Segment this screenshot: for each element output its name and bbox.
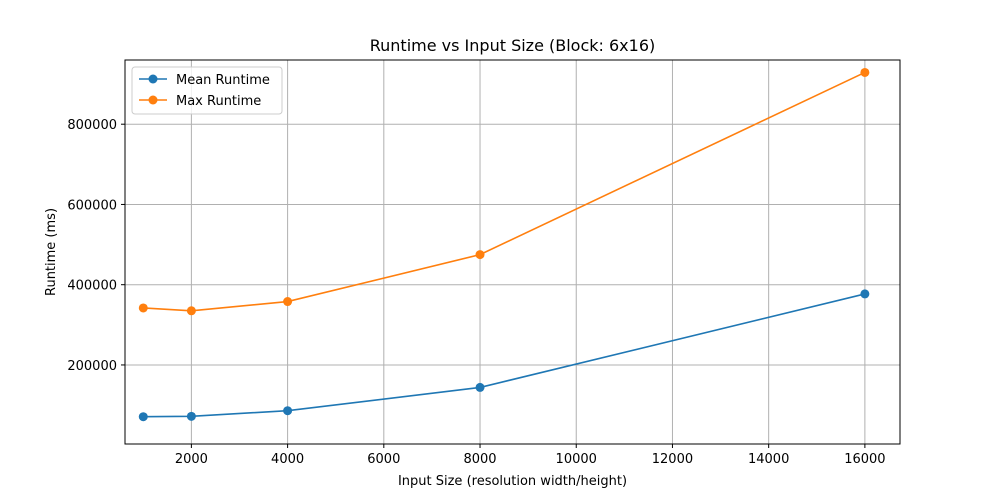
mean-runtime-series (138, 289, 870, 422)
legend-label-mean-runtime: Mean Runtime (176, 73, 270, 88)
x-tick-label: 12000 (652, 452, 693, 467)
plot-frame (124, 59, 901, 445)
chart-title: Runtime vs Input Size (Block: 6x16) (370, 36, 656, 55)
legend-marker-mean-runtime (148, 74, 158, 84)
mean-runtime-point (138, 412, 148, 422)
max-runtime-point (860, 67, 870, 77)
max-runtime-series (138, 67, 870, 316)
legend-items: Mean Runtime Max Runtime (139, 73, 270, 109)
x-tick-label: 14000 (748, 452, 789, 467)
x-tick-label: 6000 (367, 452, 400, 467)
grid-lines (125, 60, 900, 444)
x-tick-label: 8000 (463, 452, 496, 467)
mean-runtime-point (475, 382, 485, 392)
legend-box (131, 66, 283, 115)
max-runtime-point (283, 297, 293, 307)
y-tick-label: 800000 (67, 118, 117, 133)
x-tick-label: 4000 (271, 452, 304, 467)
x-axis-label: Input Size (resolution width/height) (398, 474, 627, 489)
mean-runtime-point (186, 411, 196, 421)
tick-layer: 2000 4000 6000 8000 10000 12000 14000 16000 2000… (67, 118, 885, 467)
x-tick-label: 2000 (175, 452, 208, 467)
legend-marker-max-runtime (148, 95, 158, 105)
series-layer (138, 67, 870, 422)
y-axis-label: Runtime (ms) (44, 208, 59, 296)
legend-label-max-runtime: Max Runtime (176, 94, 261, 109)
y-tick-label: 200000 (67, 359, 117, 374)
x-tick-label: 16000 (844, 452, 885, 467)
x-tick-label: 10000 (556, 452, 597, 467)
max-runtime-point (138, 303, 148, 313)
max-runtime-point (186, 306, 196, 316)
y-tick-label: 600000 (67, 198, 117, 213)
legend: Mean Runtime Max Runtime (131, 66, 283, 115)
y-tick-label: 400000 (67, 279, 117, 294)
mean-runtime-point (283, 406, 293, 416)
max-runtime-point (475, 250, 485, 260)
plot-area (125, 60, 900, 444)
mean-runtime-point (860, 289, 870, 299)
